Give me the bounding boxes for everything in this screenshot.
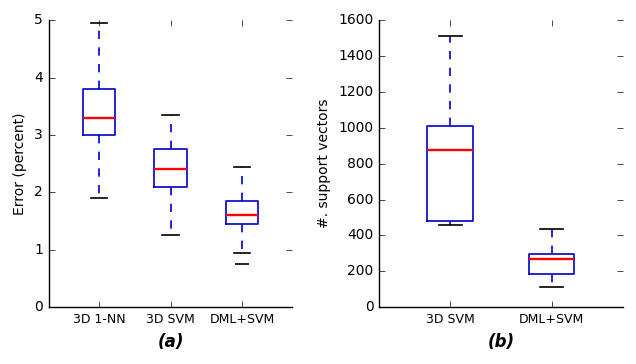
X-axis label: (b): (b) — [487, 333, 515, 351]
Y-axis label: #. support vectors: #. support vectors — [317, 99, 331, 229]
X-axis label: (a): (a) — [157, 333, 184, 351]
Y-axis label: Error (percent): Error (percent) — [13, 112, 27, 215]
